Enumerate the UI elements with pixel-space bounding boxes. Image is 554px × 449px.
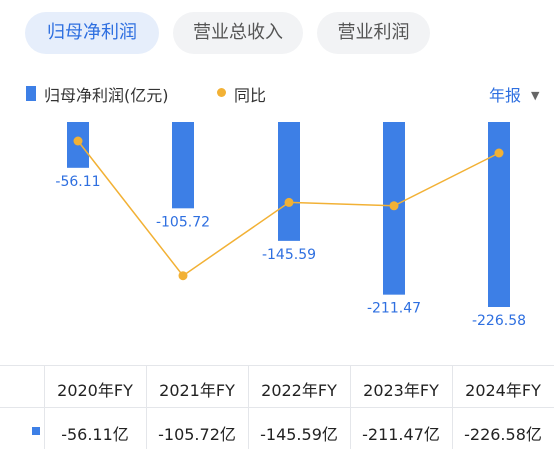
tab-operating-profit[interactable]: 营业利润 xyxy=(317,12,430,54)
bar-2024年FY[interactable] xyxy=(488,122,510,307)
bar-2021年FY[interactable] xyxy=(172,122,194,209)
yoy-point-2024年FY[interactable] xyxy=(494,148,504,158)
table-cell-2020: -56.11亿 xyxy=(61,425,129,444)
table-header-2022: 2022年FY xyxy=(261,381,337,400)
table-header-2020: 2020年FY xyxy=(57,381,133,400)
bar-2022年FY[interactable] xyxy=(278,122,300,241)
table-col-divider xyxy=(248,365,249,449)
data-label-2021年FY: -105.72 xyxy=(156,214,210,230)
net-profit-chart: -56.11 -105.72 -145.59 -211.47 -226.58 xyxy=(55,122,526,329)
data-label-2024年FY: -226.58 xyxy=(472,313,526,329)
yoy-point-2021年FY[interactable] xyxy=(178,271,188,281)
table-header-2023: 2023年FY xyxy=(363,381,439,400)
yoy-point-2022年FY[interactable] xyxy=(284,197,294,207)
data-label-2023年FY: -211.47 xyxy=(367,301,421,317)
tab-total-revenue[interactable]: 营业总收入 xyxy=(173,12,303,54)
legend-bar-label: 归母净利润(亿元) xyxy=(44,86,169,105)
table-cell-2023: -211.47亿 xyxy=(362,425,440,444)
table-cell-2021: -105.72亿 xyxy=(158,425,236,444)
tab-net-profit[interactable]: 归母净利润 xyxy=(25,12,159,54)
table-cell-2024: -226.58亿 xyxy=(464,425,542,444)
yoy-point-2023年FY[interactable] xyxy=(389,201,399,211)
table-row-marker xyxy=(32,427,40,435)
caret-down-icon: ▼ xyxy=(531,89,540,102)
data-table: 2020年FY 2021年FY 2022年FY 2023年FY 2024年FY … xyxy=(0,365,554,449)
data-label-2022年FY: -145.59 xyxy=(262,247,316,263)
period-selector[interactable]: 年报 ▼ xyxy=(489,82,539,106)
yoy-point-2020年FY[interactable] xyxy=(73,136,83,146)
legend-bar-swatch xyxy=(26,86,36,101)
legend-line-swatch xyxy=(217,88,226,97)
metric-tabs: 归母净利润 营业总收入 营业利润 xyxy=(0,12,554,54)
table-header-2024: 2024年FY xyxy=(465,381,541,400)
legend-line-label: 同比 xyxy=(234,86,267,105)
table-col-divider xyxy=(146,365,147,449)
table-col-divider xyxy=(452,365,453,449)
table-col-divider xyxy=(350,365,351,449)
table-top-border xyxy=(0,365,554,366)
table-col-divider xyxy=(44,365,45,449)
table-cell-2022: -145.59亿 xyxy=(260,425,338,444)
data-label-2020年FY: -56.11 xyxy=(55,174,100,190)
table-header-2021: 2021年FY xyxy=(159,381,235,400)
period-selector-label: 年报 xyxy=(489,86,522,105)
table-row-divider xyxy=(0,407,554,408)
